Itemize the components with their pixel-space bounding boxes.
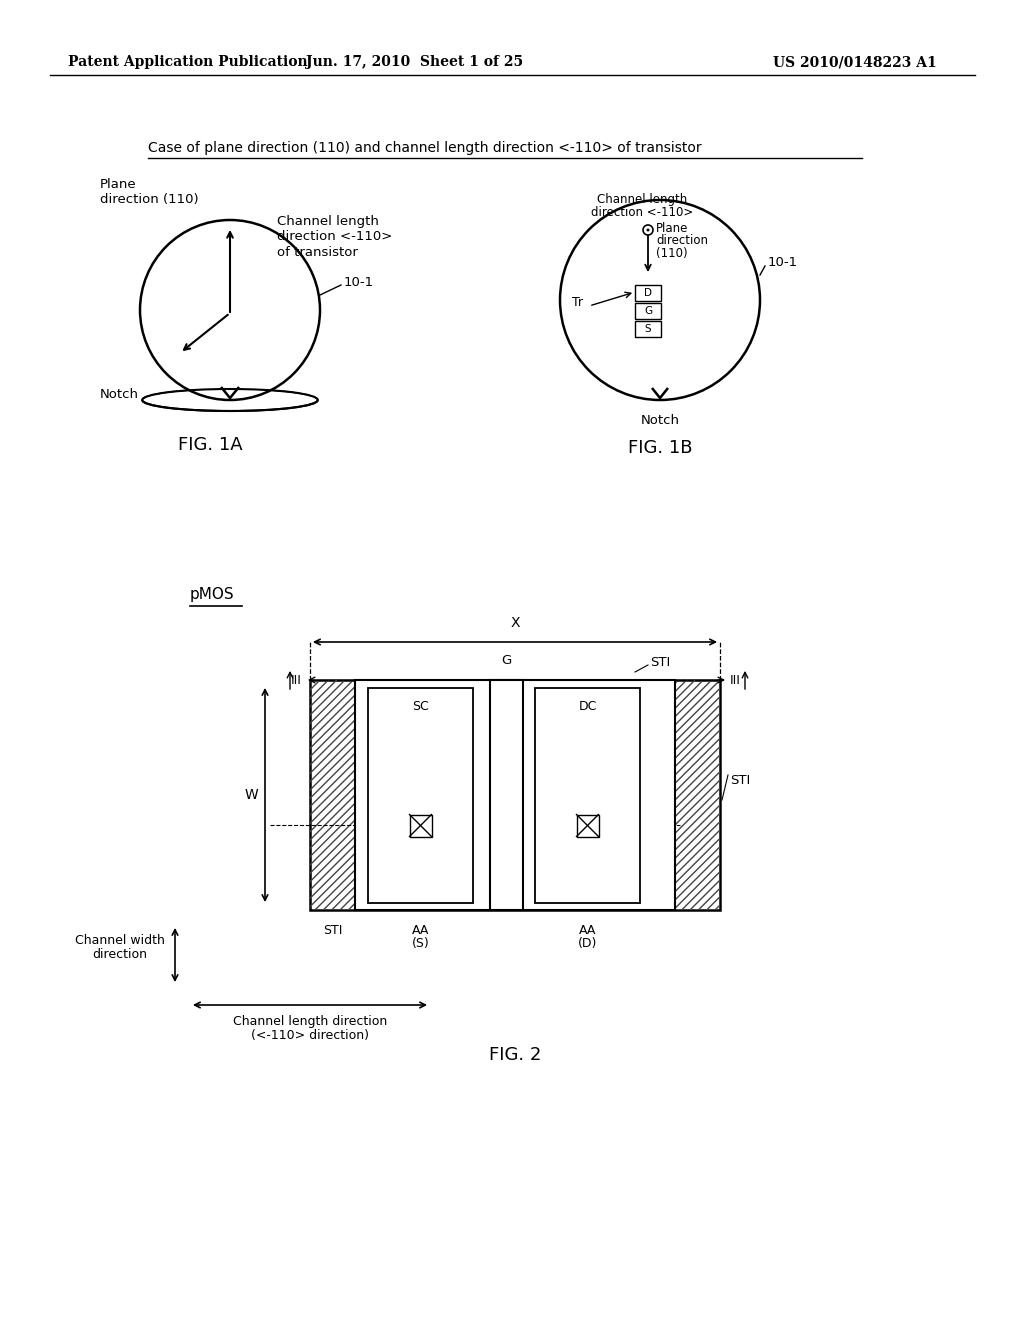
Bar [410, 814, 431, 837]
Text: 10-1: 10-1 [768, 256, 798, 269]
Bar [368, 688, 473, 903]
Text: 10-1: 10-1 [344, 276, 374, 289]
Circle shape [643, 224, 653, 235]
Text: W: W [244, 788, 258, 803]
Text: STI: STI [650, 656, 671, 668]
Text: pMOS: pMOS [190, 587, 234, 602]
Text: Plane: Plane [656, 222, 688, 235]
Text: G: G [644, 306, 652, 315]
Text: SC: SC [412, 700, 429, 713]
Text: Notch: Notch [640, 413, 680, 426]
Bar [535, 688, 640, 903]
Bar [310, 680, 720, 909]
Bar [355, 680, 675, 909]
Text: STI: STI [323, 924, 342, 936]
Text: direction <-110>: direction <-110> [591, 206, 693, 219]
Text: (110): (110) [656, 248, 688, 260]
Text: direction: direction [92, 948, 147, 961]
Circle shape [646, 228, 649, 231]
Bar [635, 304, 662, 319]
Text: S: S [645, 323, 651, 334]
Text: FIG. 1B: FIG. 1B [628, 440, 692, 457]
Text: direction: direction [656, 235, 708, 248]
Text: AA: AA [579, 924, 596, 936]
Text: Channel length: Channel length [278, 215, 379, 228]
Text: Channel width: Channel width [75, 933, 165, 946]
Text: AA: AA [412, 924, 429, 936]
Bar [310, 680, 720, 909]
Text: of transistor: of transistor [278, 246, 357, 259]
Text: Notch: Notch [100, 388, 139, 401]
Text: Plane: Plane [100, 178, 136, 191]
Text: Channel length direction: Channel length direction [232, 1015, 387, 1027]
Text: direction (110): direction (110) [100, 194, 199, 206]
Text: Channel length: Channel length [597, 194, 687, 206]
Text: STI: STI [730, 774, 751, 787]
Bar [635, 285, 662, 301]
Text: DC: DC [579, 700, 597, 713]
Text: (<-110> direction): (<-110> direction) [251, 1028, 369, 1041]
Text: III: III [730, 673, 741, 686]
Bar [490, 680, 523, 909]
Text: D: D [644, 288, 652, 298]
Circle shape [140, 220, 319, 400]
Text: FIG. 2: FIG. 2 [488, 1045, 542, 1064]
Text: X: X [510, 616, 520, 630]
Bar [577, 814, 598, 837]
Text: III: III [291, 673, 302, 686]
Bar [635, 321, 662, 337]
Text: (S): (S) [412, 937, 429, 950]
Text: Patent Application Publication: Patent Application Publication [68, 55, 307, 69]
Text: Case of plane direction (110) and channel length direction <-110> of transistor: Case of plane direction (110) and channe… [148, 141, 701, 154]
Text: Jun. 17, 2010  Sheet 1 of 25: Jun. 17, 2010 Sheet 1 of 25 [306, 55, 523, 69]
Text: (D): (D) [578, 937, 597, 950]
Text: G: G [502, 653, 512, 667]
Circle shape [560, 201, 760, 400]
Text: direction <-110>: direction <-110> [278, 231, 392, 243]
Text: US 2010/0148223 A1: US 2010/0148223 A1 [773, 55, 937, 69]
Text: Tr: Tr [572, 297, 583, 309]
Text: FIG. 1A: FIG. 1A [178, 436, 243, 454]
